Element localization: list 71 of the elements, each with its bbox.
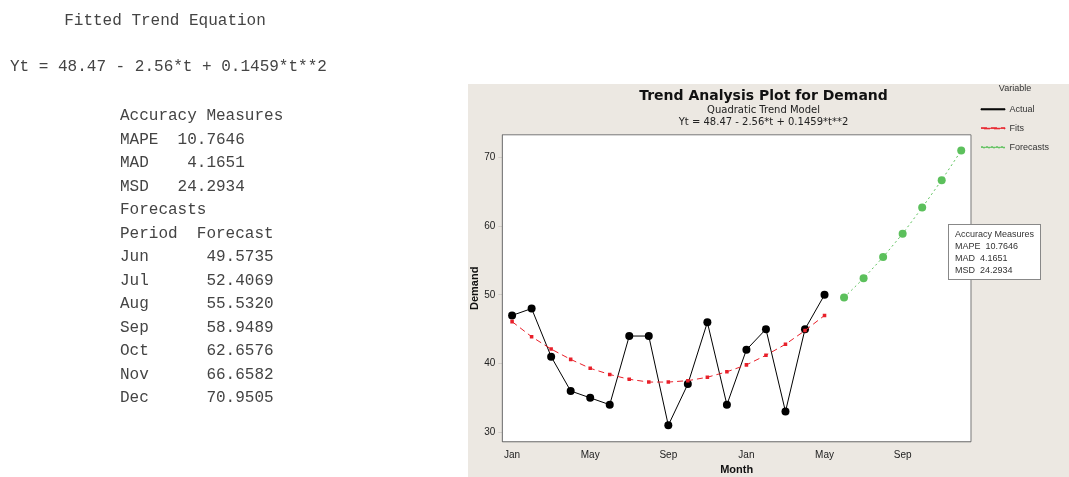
chart-subtitle: Quadratic Trend Model Yt = 48.47 - 2.56*t + 0.1459*t**2 [677,104,849,128]
point [764,353,768,358]
y-tick-label: 40 [484,357,496,369]
x-tick-label: May [580,448,600,460]
point [937,176,946,185]
text: MSD 24.2934 [120,176,246,198]
annotation: MAPE 10.7646 [955,241,1019,251]
y-tick-label: 70 [484,151,496,163]
point [625,332,634,341]
point [744,363,749,367]
point [742,345,751,354]
point [761,325,770,334]
point [859,274,868,283]
point [508,311,517,320]
text: Period Forecast [120,223,275,245]
point [547,352,556,361]
point [627,377,632,382]
point [703,318,712,327]
point [957,146,966,155]
text: Accuracy Measures [120,106,284,127]
point [566,386,575,395]
x-tick-label: Jan [504,448,521,460]
text: Sep 58.9489 [120,317,275,339]
point [549,347,553,351]
point [644,332,653,341]
legend-label: Actual [1009,103,1035,114]
x-tick-label: Jan [738,448,755,460]
point [666,380,671,384]
text: Jul 52.4069 [120,270,275,292]
point [722,400,731,409]
point [605,400,614,409]
point [820,290,829,299]
annotation: MSD 24.2934 [955,265,1013,275]
text: MAD 4.1651 [120,153,246,174]
annotation: Accuracy Measures [955,229,1035,239]
point [527,304,536,313]
x-tick-label: May [815,448,834,460]
point [588,366,592,371]
y-tick-label: 60 [484,219,496,231]
point [879,253,888,262]
text: Aug 55.5320 [120,294,275,315]
text: MAPE 10.7646 [120,129,246,151]
point [510,319,514,324]
y-tick-label: 50 [484,288,496,300]
text: Oct 62.6576 [120,341,275,362]
point [840,293,849,302]
point [647,380,651,384]
point [586,393,595,402]
text: Jun 49.5735 [120,247,275,268]
point [664,421,673,430]
point [705,375,710,380]
point [918,203,927,212]
x-axis-title: Month [720,463,754,476]
legend-label: Forecasts [1009,141,1050,152]
point [725,369,729,374]
point [781,407,790,416]
x-tick-label: Sep [659,448,678,460]
x-tick-label: Sep [893,448,912,460]
chart-title: Trend Analysis Plot for Demand [639,87,888,104]
point [686,378,690,383]
text: Nov 66.6582 [120,364,275,386]
text: Fitted Trend Equation [63,12,267,30]
point [898,229,907,238]
legend-title: Variable [998,82,1032,93]
y-axis-title: Demand [467,266,480,310]
annotation: MAD 4.1651 [955,253,1008,263]
text: Forecasts [120,200,208,221]
text: Yt = 48.47 - 2.56*t + 0.1459*t**2 [10,58,327,76]
text: Dec 70.9505 [120,388,275,409]
legend-label: Fits [1009,122,1025,133]
y-tick-label: 30 [484,425,496,437]
